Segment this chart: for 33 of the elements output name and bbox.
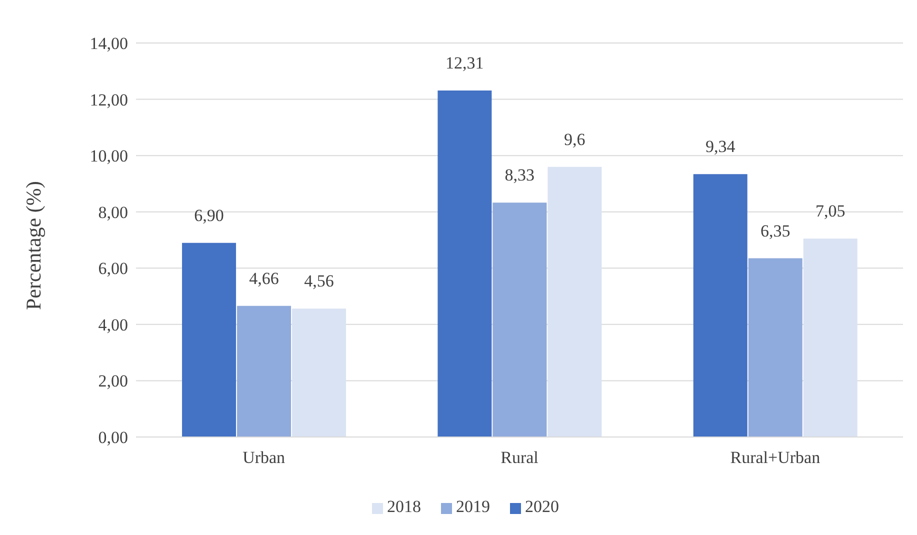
bar: [438, 90, 492, 437]
x-tick-label: Urban: [242, 448, 286, 468]
y-tick-label: 2,00: [98, 372, 128, 391]
bar: [803, 238, 858, 437]
y-tick-label: 4,00: [98, 315, 128, 334]
bar: [292, 308, 346, 437]
bar: [693, 174, 748, 437]
x-tick-label: Rural+Urban: [730, 448, 821, 468]
bar: [237, 306, 292, 437]
y-tick-label: 12,00: [90, 90, 128, 110]
bar: [492, 202, 547, 437]
legend-label: 2020: [525, 497, 559, 516]
bar: [548, 166, 602, 437]
data-label: 9,6: [564, 130, 586, 149]
legend-label: 2018: [387, 497, 421, 516]
data-label: 8,33: [504, 166, 535, 185]
data-label: 12,31: [446, 54, 484, 73]
data-label: 7,05: [815, 202, 846, 221]
bar: [748, 258, 802, 437]
y-tick-label: 14,00: [90, 34, 128, 54]
data-label: 9,34: [705, 137, 736, 156]
y-tick-label: 8,00: [98, 202, 128, 222]
data-label: 4,66: [249, 268, 279, 288]
y-tick-label: 0,00: [98, 428, 128, 448]
data-label: 6,90: [194, 206, 224, 225]
legend-label: 2019: [456, 497, 490, 516]
y-tick-label: 10,00: [90, 146, 128, 166]
y-axis-title: Percentage (%): [21, 181, 46, 310]
data-label: 4,56: [304, 272, 334, 291]
bar: [182, 242, 236, 437]
x-tick-label: Rural: [500, 448, 539, 468]
y-tick-label: 6,00: [98, 259, 128, 278]
data-label: 6,35: [760, 221, 790, 240]
